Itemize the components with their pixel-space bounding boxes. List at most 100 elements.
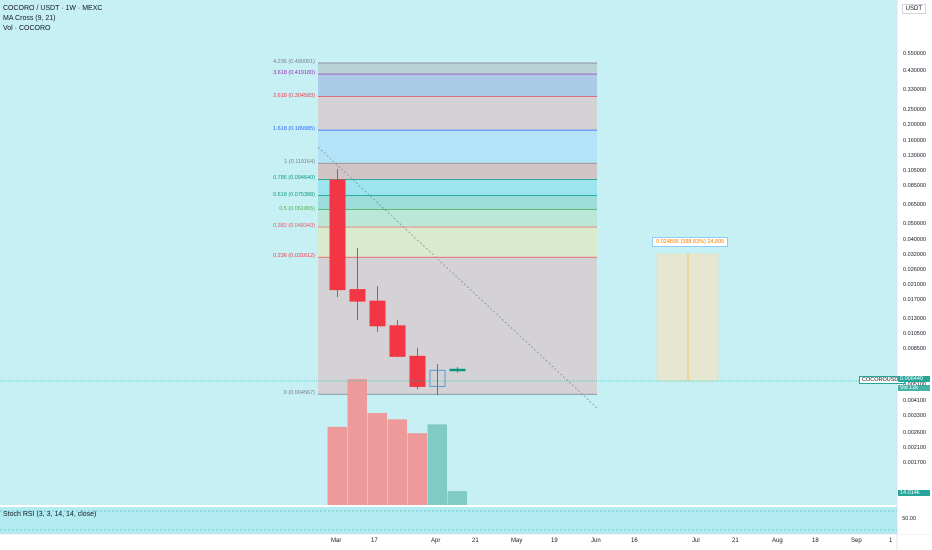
fib-ratio: 1.618 <box>273 126 287 133</box>
currency-button[interactable]: USDT <box>901 4 926 14</box>
fib-level-label: 4.236 (0.490001) <box>273 59 315 65</box>
fib-ratio: 4.236 <box>273 58 287 65</box>
time-tick-label: Mar <box>331 538 342 544</box>
fib-ratio: 3.618 <box>273 70 287 77</box>
price-tick-label: 0.026000 <box>903 267 926 274</box>
fib-ratio: 0.5 <box>279 205 287 212</box>
stoch-level-label: 50.00 <box>902 516 916 522</box>
fib-ratio: 0.382 <box>273 223 287 230</box>
fib-extension-drawing[interactable] <box>318 62 597 395</box>
volume-bar <box>347 379 367 505</box>
price-tick-label: 0.250000 <box>903 106 926 113</box>
price-tick-label: 0.003300 <box>903 413 926 420</box>
fib-price: (0.490001) <box>286 58 315 65</box>
time-tick-label: 16 <box>631 538 638 544</box>
price-tick-label: 0.021000 <box>903 282 926 289</box>
price-tick-label: 0.004100 <box>903 397 926 404</box>
ma-cross-legend[interactable]: MA Cross (9, 21) <box>3 15 56 22</box>
volume-bar <box>447 491 467 505</box>
target-box-drawing[interactable] <box>656 253 719 382</box>
time-tick-label: 17 <box>371 538 378 544</box>
time-tick-label: Jul <box>692 538 700 544</box>
fib-price: (0.189985) <box>286 126 315 133</box>
fib-level-label: 0 (0.004567) <box>284 390 315 396</box>
fib-level-label: 0.382 (0.048343) <box>273 223 315 229</box>
price-tick-label: 0.105000 <box>903 168 926 175</box>
fib-level-label: 1 (0.119164) <box>284 159 315 165</box>
time-tick-label: 21 <box>472 538 479 544</box>
last-price-badge: 0.006449 <box>898 376 930 382</box>
stoch-pane-bg <box>0 507 897 534</box>
fib-level-label: 0.5 (0.061865) <box>279 206 315 212</box>
fib-price: (0.061865) <box>286 205 315 212</box>
volume-badge: Vol 12k <box>898 385 930 391</box>
fib-price: (0.119164) <box>287 159 315 166</box>
price-tick-label: 0.010500 <box>903 331 926 338</box>
price-tick-label: 0.002600 <box>903 430 926 437</box>
fib-level-label: 1.618 (0.189985) <box>273 126 315 132</box>
volume-bar <box>427 424 447 505</box>
price-tick-label: 0.040000 <box>903 236 926 243</box>
time-tick-label: 1 <box>889 538 893 544</box>
fib-price: (0.004567) <box>286 390 315 397</box>
fib-band <box>318 209 597 228</box>
fib-price: (0.419180) <box>286 70 315 77</box>
fib-price: (0.048343) <box>286 223 315 230</box>
time-tick-label: Sep <box>851 538 862 544</box>
candle-body <box>429 369 446 387</box>
target-box <box>656 253 719 382</box>
price-tick-label: 0.160000 <box>903 138 926 145</box>
fib-ratio: 0.786 <box>273 175 287 182</box>
fib-price: (0.094640) <box>286 175 315 182</box>
price-tick-label: 0.330000 <box>903 86 926 93</box>
fib-level-label: 0.786 (0.094640) <box>273 175 315 181</box>
volume-bar <box>407 433 427 505</box>
time-tick-label: May <box>511 538 523 544</box>
fib-level-label: 0.236 (0.031612) <box>273 253 315 259</box>
price-tick-label: 0.032000 <box>903 252 926 259</box>
candle-body <box>349 289 366 302</box>
price-tick-label: 0.008500 <box>903 346 926 353</box>
fib-band <box>318 130 597 164</box>
fib-level-label: 2.618 (0.304583) <box>273 93 315 99</box>
fib-band <box>318 195 597 210</box>
symbol-legend[interactable]: COCORO / USDT · 1W · MEXC <box>3 5 103 12</box>
time-tick-label: Aug <box>772 538 783 544</box>
price-axis-bg <box>897 0 932 534</box>
candle-body <box>369 300 386 327</box>
price-tick-label: 0.001700 <box>903 460 926 467</box>
price-tick-label: 0.013000 <box>903 316 926 323</box>
candle-body <box>409 355 426 387</box>
candle-body <box>389 325 406 357</box>
price-tick-label: 0.050000 <box>903 220 926 227</box>
main-pane-bg <box>0 0 897 505</box>
price-tick-label: 0.430000 <box>903 68 926 75</box>
volume-bar <box>367 413 387 505</box>
fib-band <box>318 227 597 258</box>
volume-bars <box>327 379 467 505</box>
stoch-rsi-legend[interactable]: Stoch RSI (3, 3, 14, 14, close) <box>3 511 97 518</box>
candle-body <box>329 179 346 291</box>
volume-legend[interactable]: Vol · COCORO <box>3 25 51 32</box>
fib-price: (0.031612) <box>286 253 315 260</box>
fib-price: (0.304583) <box>286 92 315 99</box>
time-tick-label: Apr <box>431 538 441 544</box>
price-tick-label: 0.002100 <box>903 445 926 452</box>
fib-band <box>318 179 597 196</box>
time-tick-label: 19 <box>551 538 558 544</box>
volume-bar <box>327 426 347 505</box>
volume-value-badge: 14.014k <box>898 490 930 496</box>
time-tick-label: 21 <box>732 538 739 544</box>
main-pane-tint <box>0 0 897 505</box>
fib-price: (0.075388) <box>286 191 315 198</box>
target-box-label: 0.024895 (388.83%) 24,895 <box>652 237 729 247</box>
price-tick-label: 0.085000 <box>903 183 926 190</box>
fib-band <box>318 96 597 131</box>
fib-ratio: 1 <box>284 159 288 166</box>
fib-ratio: 0.236 <box>273 253 287 260</box>
volume-bar <box>387 419 407 505</box>
candle-body <box>449 368 466 372</box>
price-tick-label: 0.130000 <box>903 153 926 159</box>
